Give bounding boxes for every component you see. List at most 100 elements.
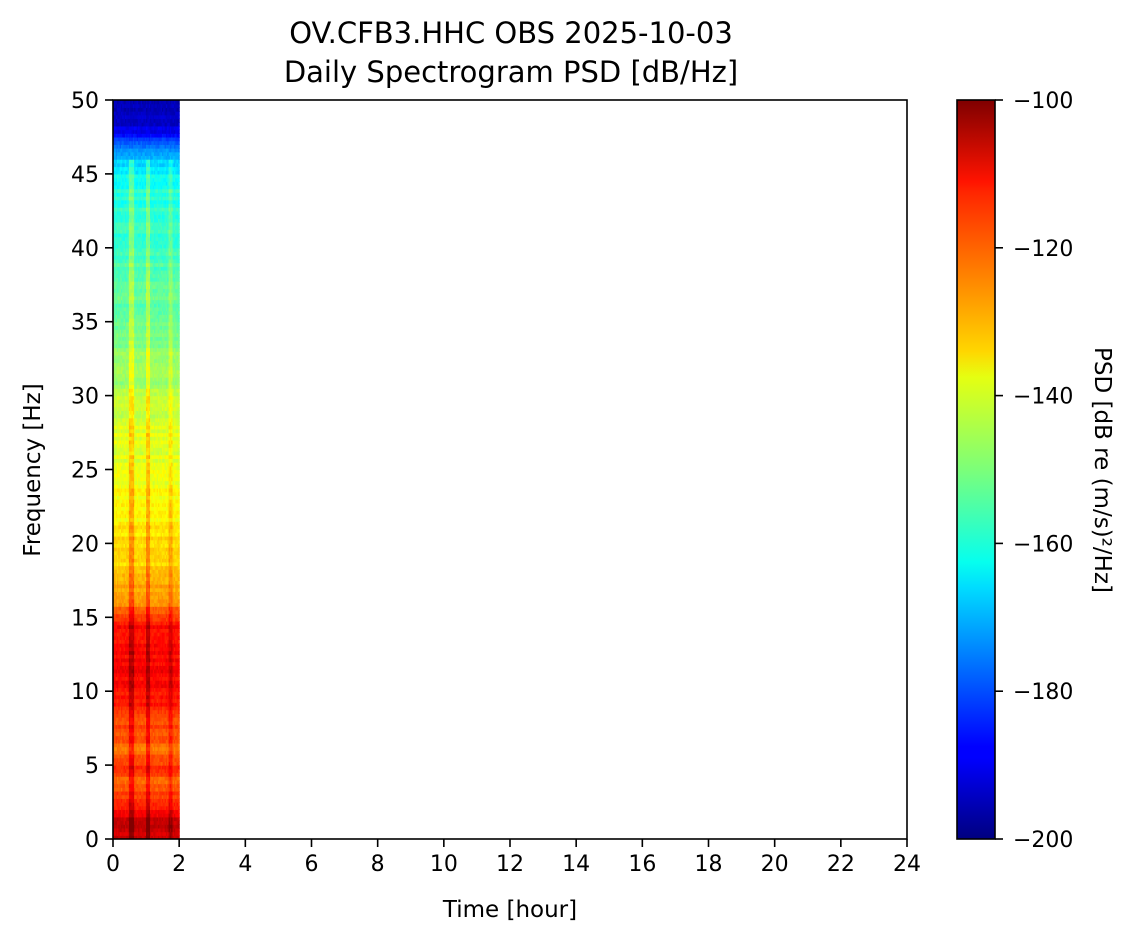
heatmap-cell [139,100,142,105]
heatmap-cell [116,133,119,138]
heatmap-cell [142,140,145,145]
heatmap-cell [144,465,147,471]
heatmap-cell [124,406,127,411]
heatmap-cell [144,635,147,641]
heatmap-cell [140,827,143,833]
heatmap-cell [123,632,126,637]
heatmap-cell [118,473,121,478]
heatmap-cell [136,462,139,467]
heatmap-cell [113,118,115,123]
heatmap-cell [128,550,131,556]
heatmap-cell [127,831,130,836]
heatmap-cell [135,802,138,807]
heatmap-cell [115,369,118,375]
heatmap-cell [130,517,133,522]
heatmap-cell [120,761,123,766]
heatmap-cell [130,173,133,179]
heatmap-cell [120,665,123,670]
heatmap-cell [114,111,117,116]
heatmap-cell [120,768,123,774]
heatmap-cell [135,447,138,452]
heatmap-cell [119,536,122,541]
heatmap-cell [114,709,117,714]
heatmap-cell [122,292,125,297]
heatmap-cell [138,203,141,208]
heatmap-cell [128,676,131,681]
heatmap-cell [132,196,135,201]
heatmap-cell [128,421,131,426]
heatmap-cell [138,107,141,112]
heatmap-cell [126,258,129,264]
heatmap-cell [131,698,134,703]
heatmap-cell [127,343,130,349]
heatmap-cell [136,155,139,160]
heatmap-cell [143,114,146,120]
heatmap-cell [123,144,126,149]
heatmap-cell [120,425,123,430]
heatmap-cell [131,757,134,762]
heatmap-cell [127,199,130,205]
heatmap-cell [120,343,123,349]
heatmap-cell [131,783,134,788]
heatmap-cell [127,495,130,500]
heatmap-cell [120,391,123,397]
heatmap-cell [126,303,129,308]
heatmap-cell [116,506,119,511]
heatmap-cell [116,524,119,530]
heatmap-cell [130,399,133,404]
heatmap-cell [119,173,122,179]
heatmap-cell [134,469,137,474]
heatmap-cell [127,136,130,142]
heatmap-cell [128,484,131,489]
heatmap-cell [142,506,145,511]
heatmap-cell [118,805,121,811]
heatmap-cell [118,144,121,149]
heatmap-cell [144,244,147,249]
heatmap-cell [114,310,117,315]
heatmap-cell [142,761,145,766]
heatmap-cell [122,524,125,530]
heatmap-cell [128,391,131,397]
heatmap-cell [138,776,141,781]
heatmap-cell [128,613,131,618]
heatmap-cell [126,391,129,397]
heatmap-cell [143,125,146,131]
heatmap-cell [116,680,119,685]
heatmap-cell [120,680,123,685]
heatmap-cell [126,598,129,604]
heatmap-cell [128,269,131,275]
heatmap-cell [119,816,122,822]
heatmap-cell [115,443,118,448]
heatmap-cell [132,251,135,256]
heatmap-cell [138,425,141,430]
heatmap-cell [130,613,133,618]
heatmap-cell [114,654,117,659]
heatmap-cell [118,354,121,360]
heatmap-cell [140,458,143,463]
heatmap-cell [118,676,121,681]
heatmap-cell [136,181,139,186]
heatmap-cell [131,173,134,179]
heatmap-cell [113,528,115,533]
heatmap-cell [116,269,119,275]
heatmap-cell [126,536,129,541]
heatmap-cell [114,632,117,637]
heatmap-cell [139,717,142,722]
heatmap-cell [132,151,135,157]
heatmap-cell [116,414,119,419]
heatmap-cell [143,462,146,467]
heatmap-cell [143,447,146,452]
heatmap-cell [138,414,141,419]
heatmap-cell [122,484,125,489]
heatmap-cell [138,683,141,689]
heatmap-cell [135,247,138,253]
heatmap-cell [131,809,134,814]
heatmap-cell [124,244,127,249]
heatmap-cell [123,214,126,219]
heatmap-cell [144,831,147,836]
heatmap-cell [126,698,129,703]
heatmap-cell [116,735,119,740]
heatmap-cell [130,155,133,160]
heatmap-cell [138,768,141,774]
heatmap-cell [124,694,127,700]
